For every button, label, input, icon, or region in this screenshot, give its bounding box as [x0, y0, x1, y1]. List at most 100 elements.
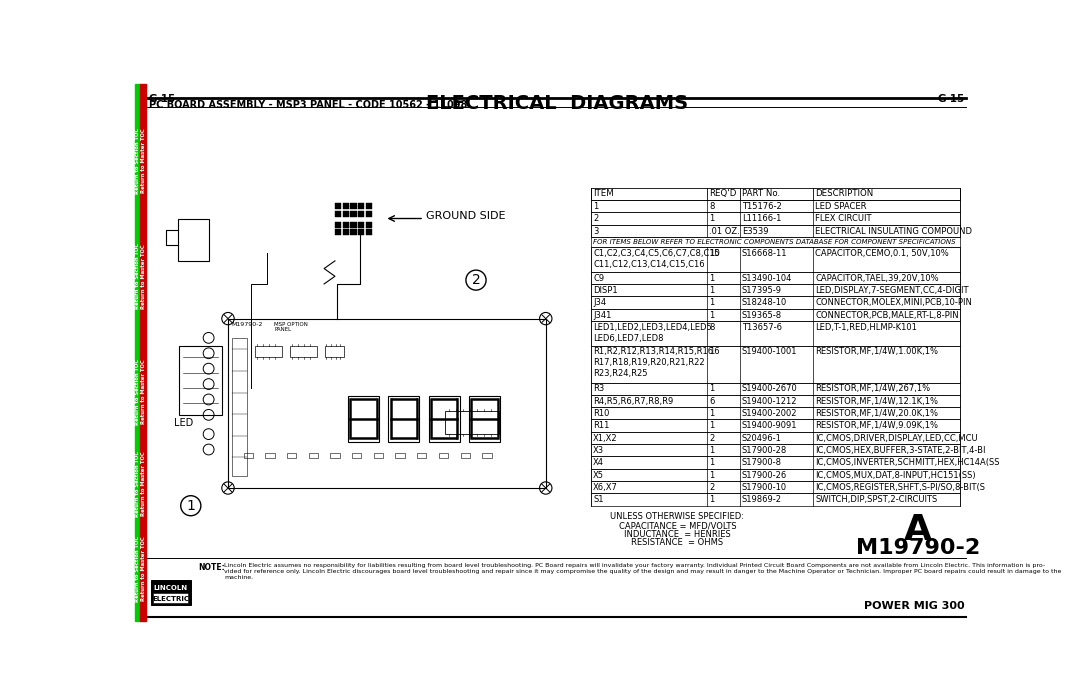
Bar: [179, 346, 221, 415]
Bar: [591, 407, 960, 419]
Text: S17900-26: S17900-26: [742, 470, 787, 480]
Text: 1: 1: [710, 311, 715, 320]
Text: CONNECTOR,MOLEX,MINI,PCB,10-PIN: CONNECTOR,MOLEX,MINI,PCB,10-PIN: [815, 298, 972, 307]
Text: LED,T-1,RED,HLMP-K101: LED,T-1,RED,HLMP-K101: [815, 323, 917, 332]
Text: CAPACITOR,CEMO,0.1, 50V,10%: CAPACITOR,CEMO,0.1, 50V,10%: [815, 249, 949, 258]
Text: J34: J34: [593, 298, 606, 307]
Text: NOTE:: NOTE:: [199, 563, 226, 572]
Text: C1,C2,C3,C4,C5,C6,C7,C8,C10
C11,C12,C13,C14,C15,C16: C1,C2,C3,C4,C5,C6,C7,C8,C10 C11,C12,C13,…: [593, 249, 720, 269]
Bar: [591, 395, 960, 407]
Text: PART No.: PART No.: [742, 189, 780, 198]
Bar: [177, 218, 208, 261]
Text: 15: 15: [710, 249, 719, 258]
Bar: [255, 346, 282, 357]
Bar: [335, 211, 341, 217]
Text: S18248-10: S18248-10: [742, 298, 787, 307]
Text: PANEL: PANEL: [274, 327, 292, 332]
Text: 1: 1: [710, 422, 715, 431]
Text: 1: 1: [710, 496, 715, 505]
Bar: [591, 284, 960, 296]
Bar: [591, 493, 960, 506]
Text: G-15: G-15: [937, 94, 964, 104]
Text: IC,CMOS,MUX,DAT,8-INPUT,HC151(SS): IC,CMOS,MUX,DAT,8-INPUT,HC151(SS): [815, 470, 976, 480]
Bar: [438, 454, 448, 458]
Text: CAPACITANCE = MFD/VOLTS: CAPACITANCE = MFD/VOLTS: [619, 521, 737, 530]
Text: 1: 1: [710, 446, 715, 455]
Text: X6,X7: X6,X7: [593, 483, 618, 492]
Bar: [350, 229, 356, 235]
Text: X3: X3: [593, 446, 604, 455]
Bar: [335, 229, 341, 235]
Text: J341: J341: [593, 311, 611, 320]
Text: S1: S1: [593, 496, 604, 505]
Text: M19790-2: M19790-2: [855, 538, 980, 558]
Text: L11166-1: L11166-1: [742, 214, 781, 223]
Text: CAPACITOR,TAEL,39,20V,10%: CAPACITOR,TAEL,39,20V,10%: [815, 274, 940, 283]
Text: IC,CMOS,REGISTER,SHFT,S-PI/SO,8-BIT(S: IC,CMOS,REGISTER,SHFT,S-PI/SO,8-BIT(S: [815, 483, 985, 492]
Bar: [342, 211, 349, 217]
Bar: [591, 309, 960, 321]
Text: IC,CMOS,DRIVER,DISPLAY,LED,CC,MCU: IC,CMOS,DRIVER,DISPLAY,LED,CC,MCU: [815, 433, 978, 443]
Text: 8: 8: [710, 323, 715, 332]
Text: UNLESS OTHERWISE SPECIFIED:: UNLESS OTHERWISE SPECIFIED:: [610, 512, 744, 521]
Text: PC BOARD ASSEMBLY - MSP3 PANEL - CODE 10562 - 11098: PC BOARD ASSEMBLY - MSP3 PANEL - CODE 10…: [149, 100, 468, 110]
Bar: [591, 321, 960, 346]
Text: X5: X5: [593, 470, 604, 480]
Bar: [445, 411, 499, 434]
Bar: [591, 444, 960, 456]
Text: 2: 2: [710, 483, 715, 492]
Text: INDUCTANCE  = HENRIES: INDUCTANCE = HENRIES: [624, 530, 731, 539]
Bar: [359, 203, 364, 209]
Bar: [591, 419, 960, 432]
Bar: [366, 221, 373, 228]
Bar: [348, 396, 379, 442]
Text: 3: 3: [593, 227, 598, 236]
Text: 1: 1: [710, 214, 715, 223]
Text: .01 OZ.: .01 OZ.: [710, 227, 740, 236]
Text: Return to Section TOC: Return to Section TOC: [135, 536, 140, 602]
Text: 1: 1: [593, 202, 598, 211]
Text: 16: 16: [710, 348, 720, 357]
Bar: [153, 593, 189, 603]
Text: 1: 1: [710, 385, 715, 394]
Bar: [228, 318, 545, 488]
Bar: [374, 454, 383, 458]
Text: R11: R11: [593, 422, 609, 431]
Bar: [591, 237, 960, 247]
Text: Return to Section TOC: Return to Section TOC: [135, 243, 140, 309]
Text: 1: 1: [187, 498, 195, 513]
Text: DISP1: DISP1: [593, 286, 618, 295]
Text: E3539: E3539: [742, 227, 768, 236]
Text: IC,CMOS,HEX,BUFFER,3-STATE,2-BIT,4-BI: IC,CMOS,HEX,BUFFER,3-STATE,2-BIT,4-BI: [815, 446, 986, 455]
Bar: [359, 211, 364, 217]
Text: S19400-2002: S19400-2002: [742, 409, 797, 418]
Text: S17900-28: S17900-28: [742, 446, 787, 455]
Text: CONNECTOR,PCB,MALE,RT-L,8-PIN: CONNECTOR,PCB,MALE,RT-L,8-PIN: [815, 311, 959, 320]
Bar: [366, 229, 373, 235]
Bar: [591, 346, 960, 383]
Text: 1: 1: [710, 286, 715, 295]
Bar: [140, 84, 146, 621]
Bar: [359, 229, 364, 235]
Bar: [350, 211, 356, 217]
Text: 1: 1: [710, 409, 715, 418]
Text: R10: R10: [593, 409, 609, 418]
Bar: [342, 203, 349, 209]
Bar: [366, 203, 373, 209]
Text: REQ'D: REQ'D: [710, 189, 737, 198]
Text: S19400-1001: S19400-1001: [742, 348, 797, 357]
Bar: [591, 272, 960, 284]
Text: ELECTRIC: ELECTRIC: [152, 596, 189, 602]
Text: LINCOLN: LINCOLN: [153, 585, 188, 591]
Text: Return to Master TOC: Return to Master TOC: [140, 537, 146, 601]
Text: ELECTRICAL  DIAGRAMS: ELECTRICAL DIAGRAMS: [426, 94, 688, 113]
Text: S19400-2670: S19400-2670: [742, 385, 797, 394]
Text: MSP OPTION: MSP OPTION: [274, 322, 309, 327]
Text: 6: 6: [710, 396, 715, 406]
Text: 1: 1: [710, 470, 715, 480]
Bar: [460, 454, 470, 458]
Text: A: A: [904, 514, 932, 547]
Bar: [335, 221, 341, 228]
Text: X1,X2: X1,X2: [593, 433, 618, 443]
Text: S13490-104: S13490-104: [742, 274, 793, 283]
